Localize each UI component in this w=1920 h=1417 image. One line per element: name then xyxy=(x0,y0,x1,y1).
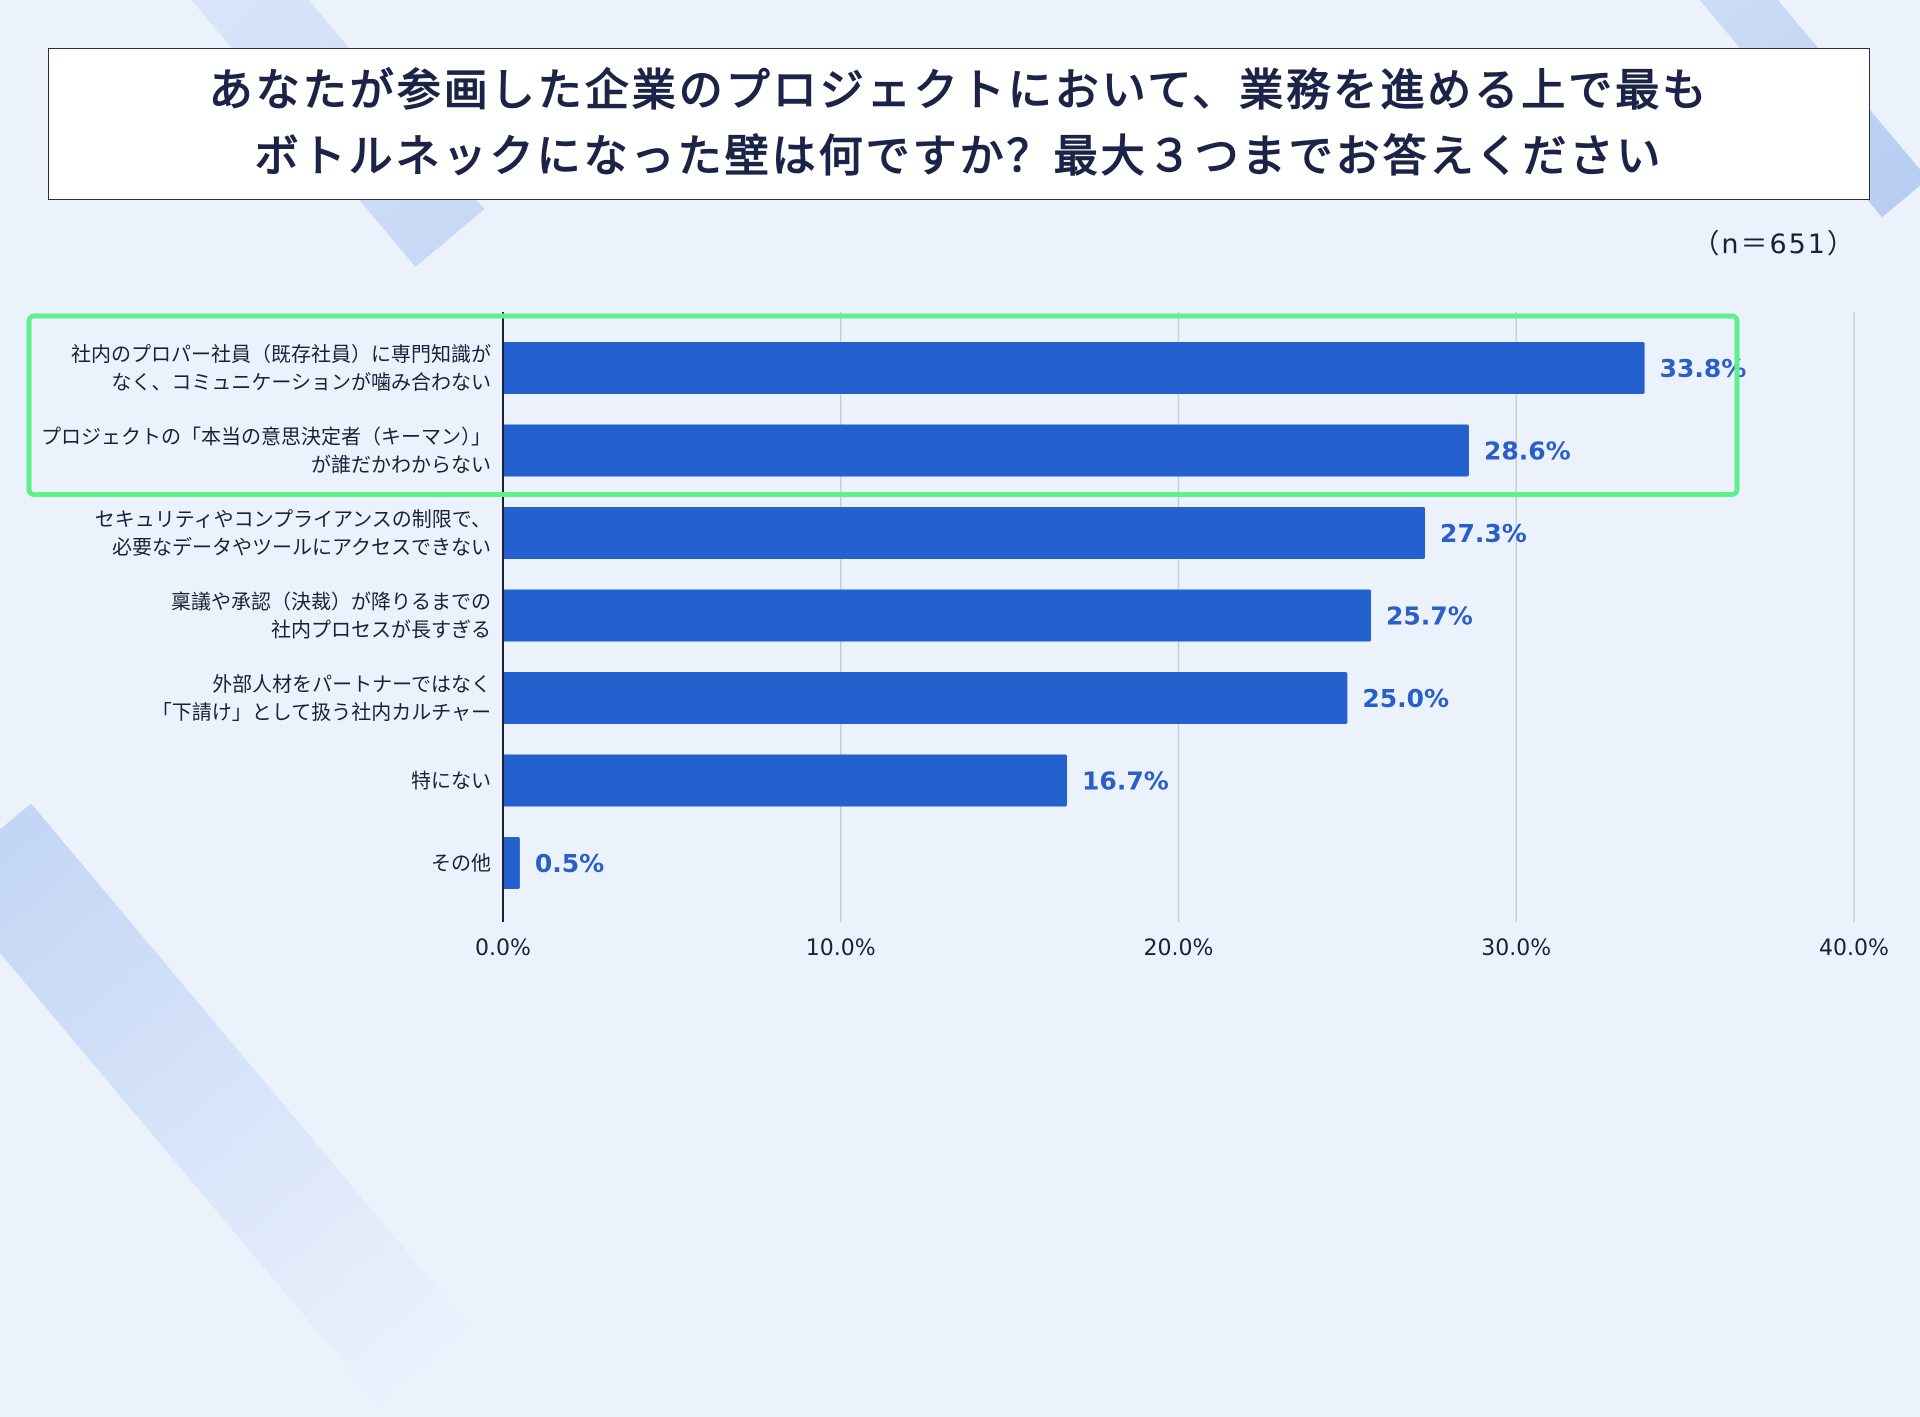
bar xyxy=(503,672,1348,724)
category-label: その他 xyxy=(431,851,491,875)
x-tick-label: 30.0% xyxy=(1481,936,1551,961)
data-label: 25.0% xyxy=(1362,684,1449,713)
category-label: 稟議や承認（決裁）が降りるまでの xyxy=(171,590,491,614)
sample-size-label: （n＝651） xyxy=(1692,229,1856,260)
bar-chart: 33.8% 社内のプロパー社員（既存社員）に専門知識がなく、コミュニケーションが噛… xyxy=(26,312,1889,961)
data-label: 28.6% xyxy=(1484,437,1571,466)
bar xyxy=(503,507,1426,559)
x-tick-label: 20.0% xyxy=(1144,936,1214,961)
category-label: 外部人材をパートナーではなく xyxy=(212,672,491,696)
data-label: 25.7% xyxy=(1386,602,1473,631)
bar xyxy=(503,342,1645,394)
bar xyxy=(503,837,520,889)
category-label: セキュリティやコンプライアンスの制限で、 xyxy=(95,507,491,531)
chart-title-line-2: ボトルネックになった壁は何ですか？最大３つまでお答えください xyxy=(254,131,1664,182)
x-tick-label: 10.0% xyxy=(806,936,876,961)
category-label: プロジェクトの「本当の意思決定者（キーマン）」 xyxy=(41,425,491,449)
category-label: 「下請け」として扱う社内カルチャー xyxy=(152,700,491,724)
chart-title-box: あなたが参画した企業のプロジェクトにおいて、業務を進める上で最も ボトルネックに… xyxy=(48,48,1870,200)
category-label: が誰だかわからない xyxy=(311,453,491,477)
category-label: 必要なデータやツールにアクセスできない xyxy=(112,535,491,559)
bar xyxy=(503,589,1372,642)
category-label: 社内プロセスが長すぎる xyxy=(271,618,491,642)
category-label: 特にない xyxy=(411,769,491,793)
bar xyxy=(503,424,1469,477)
x-tick-label: 0.0% xyxy=(475,936,531,961)
bar xyxy=(503,754,1068,807)
data-label: 33.8% xyxy=(1660,354,1747,383)
highlight-box xyxy=(26,313,1740,497)
category-label: 社内のプロパー社員（既存社員）に専門知識が xyxy=(71,342,491,366)
data-label: 16.7% xyxy=(1082,767,1169,796)
data-label: 27.3% xyxy=(1440,519,1527,548)
chart-title-line-1: あなたが参画した企業のプロジェクトにおいて、業務を進める上で最も xyxy=(208,65,1710,116)
x-tick-label: 40.0% xyxy=(1819,936,1889,961)
category-label: なく、コミュニケーションが噛み合わない xyxy=(111,370,491,394)
data-label: 0.5% xyxy=(535,849,604,878)
